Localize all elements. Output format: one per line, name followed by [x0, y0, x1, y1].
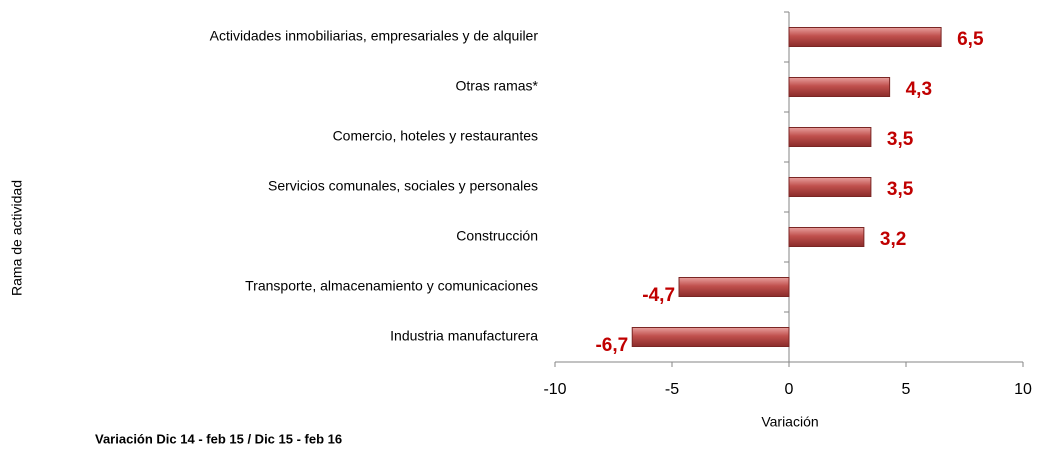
y-tick-label: Servicios comunales, sociales y personal… [268, 178, 538, 194]
bar [788, 127, 872, 147]
value-label: 3,5 [887, 129, 914, 150]
value-label: 6,5 [957, 29, 984, 50]
bar [788, 27, 942, 47]
x-tick-label: 10 [1014, 381, 1032, 398]
bar [788, 227, 865, 247]
y-tick-label: Construcción [456, 228, 538, 244]
bar [788, 77, 891, 97]
y-axis-label: Rama de actividad [9, 180, 25, 296]
value-label: 3,5 [887, 179, 914, 200]
x-tick-label: 5 [902, 381, 911, 398]
value-label: -4,7 [642, 285, 675, 306]
value-label: 4,3 [906, 79, 932, 100]
bar [788, 177, 872, 197]
value-label: -6,7 [595, 335, 628, 356]
x-tick-label: -10 [543, 381, 566, 398]
x-tick-label: 0 [785, 381, 794, 398]
footnote: Variación Dic 14 - feb 15 / Dic 15 - feb… [95, 431, 342, 446]
x-axis-label: Variación [761, 414, 818, 430]
value-label: 3,2 [880, 229, 906, 250]
y-tick-label: Transporte, almacenamiento y comunicacio… [245, 278, 538, 294]
y-tick-label: Otras ramas* [456, 78, 539, 94]
y-tick-label: Industria manufacturera [390, 328, 538, 344]
bar [631, 327, 790, 347]
y-tick-label: Actividades inmobiliarias, empresariales… [210, 28, 539, 44]
x-tick-label: -5 [665, 381, 679, 398]
y-tick-label: Comercio, hoteles y restaurantes [333, 128, 538, 144]
bar [678, 277, 790, 297]
